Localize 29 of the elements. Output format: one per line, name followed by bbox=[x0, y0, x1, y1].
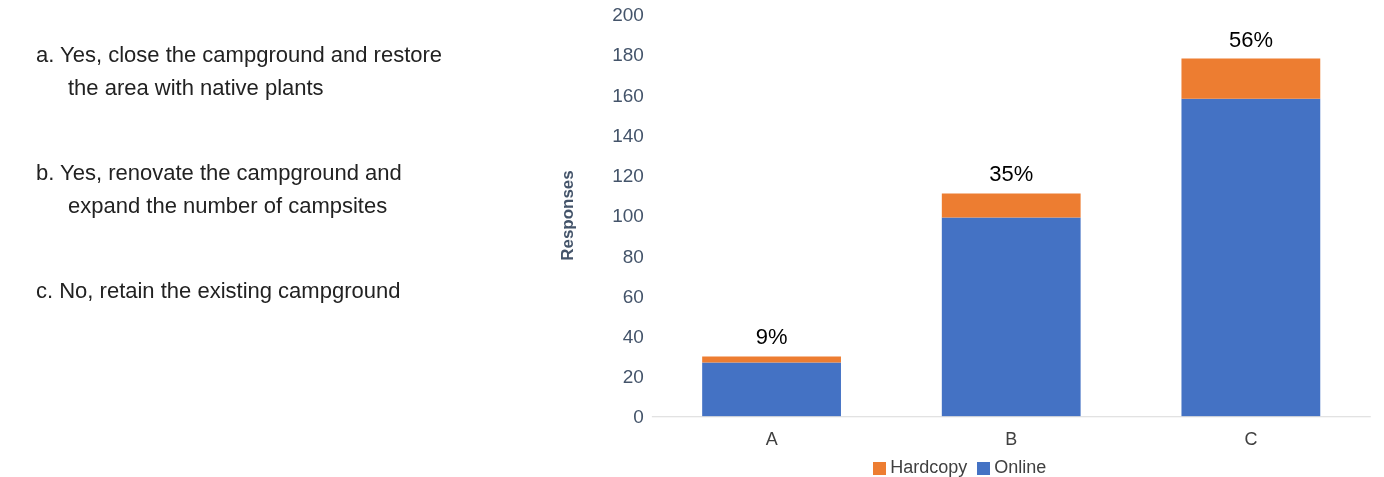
y-tick-label: 140 bbox=[612, 124, 645, 146]
x-tick-label: A bbox=[765, 429, 778, 450]
annotation: 35% bbox=[989, 161, 1034, 187]
y-tick-label: 160 bbox=[612, 84, 645, 106]
bar bbox=[942, 193, 1081, 218]
bar bbox=[1181, 98, 1321, 417]
y-tick-label: 20 bbox=[622, 366, 645, 388]
annotation: 56% bbox=[1229, 26, 1274, 52]
text: a. Yes, close the campground and restore the area with native plants bbox=[35, 41, 444, 102]
legend-label: Hardcopy bbox=[890, 457, 968, 477]
y-tick-label: 120 bbox=[612, 165, 645, 187]
x-tick-label: B bbox=[1005, 429, 1018, 450]
y-tick-label: 200 bbox=[612, 4, 645, 26]
y-tick-label: 60 bbox=[622, 285, 645, 307]
y-tick-label: 80 bbox=[622, 245, 645, 267]
x-tick-label: C bbox=[1244, 429, 1258, 450]
bar bbox=[1181, 58, 1321, 99]
y-tick-label: 40 bbox=[622, 326, 645, 347]
y-tick-label: 0 bbox=[633, 406, 645, 428]
bar bbox=[702, 362, 842, 417]
legend-label: Online bbox=[994, 457, 1047, 477]
y-axis-title: Responses bbox=[558, 170, 578, 261]
y-tick-label: 100 bbox=[612, 205, 645, 227]
bar bbox=[942, 217, 1081, 417]
bar bbox=[702, 356, 842, 363]
text: b. Yes, renovate the campground and expand the number of campsites bbox=[35, 159, 403, 220]
annotation: 9% bbox=[756, 324, 788, 350]
text: c. No, retain the existing campground bbox=[35, 277, 402, 305]
y-tick-label: 180 bbox=[612, 44, 645, 66]
